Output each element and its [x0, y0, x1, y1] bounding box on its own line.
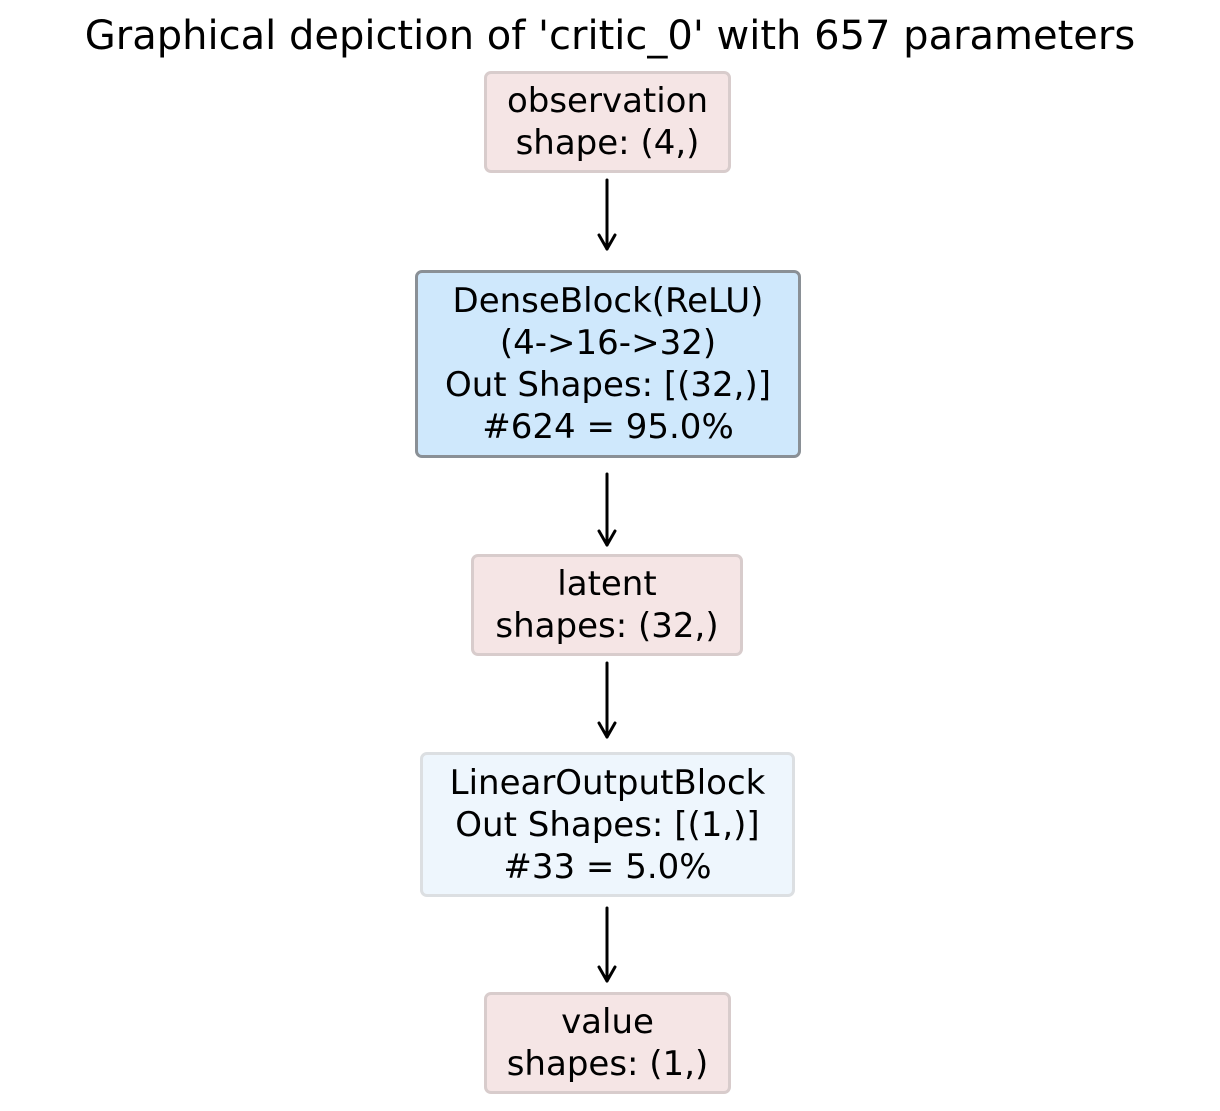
observation-shape: shape: (4,)	[515, 123, 700, 163]
dense-block-out-shapes: Out Shapes: [(32,)]	[444, 365, 772, 405]
dense-block-dims: (4->16->32)	[499, 323, 717, 363]
value-node: value shapes: (1,)	[484, 992, 731, 1094]
dense-block-name: DenseBlock(ReLU)	[452, 281, 764, 321]
value-shapes: shapes: (1,)	[506, 1044, 709, 1084]
observation-node: observation shape: (4,)	[484, 71, 731, 173]
observation-label: observation	[506, 81, 709, 121]
dense-block-params: #624 = 95.0%	[482, 407, 734, 447]
dense-block-node: DenseBlock(ReLU) (4->16->32) Out Shapes:…	[415, 270, 801, 458]
latent-label: latent	[557, 564, 657, 604]
edge-observation-to-dense	[597, 178, 617, 251]
linear-output-block-params: #33 = 5.0%	[503, 846, 712, 887]
edge-latent-to-linear	[597, 661, 617, 739]
linear-output-block-name: LinearOutputBlock	[449, 762, 766, 803]
latent-shapes: shapes: (32,)	[495, 606, 719, 646]
latent-node: latent shapes: (32,)	[471, 554, 743, 656]
edge-linear-to-value	[597, 906, 617, 983]
diagram-title: Graphical depiction of 'critic_0' with 6…	[84, 13, 1136, 59]
value-label: value	[561, 1002, 654, 1042]
edge-dense-to-latent	[597, 472, 617, 547]
linear-output-block-out-shapes: Out Shapes: [(1,)]	[455, 804, 760, 845]
linear-output-block-node: LinearOutputBlock Out Shapes: [(1,)] #33…	[420, 752, 795, 897]
